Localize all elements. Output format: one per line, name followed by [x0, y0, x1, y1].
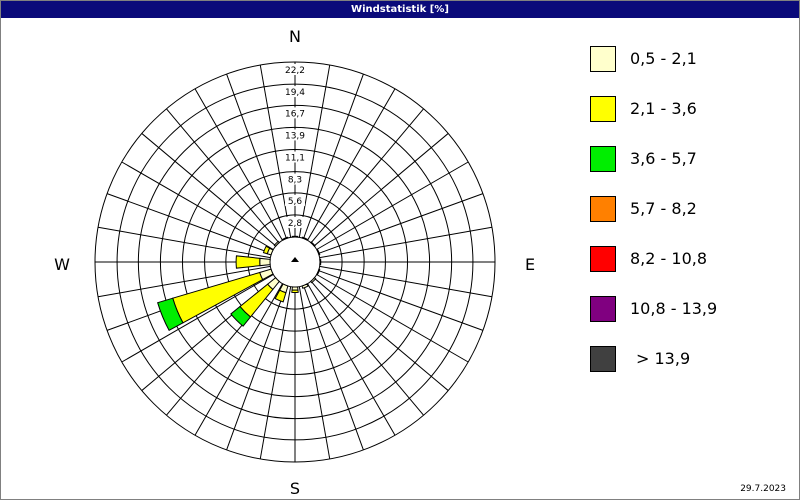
grid-spoke [106, 193, 272, 254]
legend-label: 10,8 - 13,9 [630, 299, 718, 318]
tick-label-bg [285, 107, 305, 119]
legend-label: 2,1 - 3,6 [630, 99, 697, 118]
legend-label: > 13,9 [636, 349, 691, 368]
grid-spoke [259, 64, 292, 238]
grid-spoke [166, 108, 280, 244]
grid-spoke [303, 73, 364, 239]
tick-label: 5,6 [288, 197, 303, 207]
grid-spoke [97, 265, 271, 298]
grid-spoke [307, 283, 396, 436]
legend-swatch [590, 96, 616, 122]
grid-spoke [121, 274, 274, 363]
legend-swatch [590, 146, 616, 172]
center-marker [291, 257, 299, 262]
grid-spoke [121, 161, 274, 250]
legend-swatch [590, 196, 616, 222]
grid-spoke [298, 64, 331, 238]
sector-w-0 [259, 257, 271, 267]
legend-label: 3,6 - 5,7 [630, 149, 697, 168]
tick-label: 16,7 [285, 109, 305, 119]
legend-swatch [590, 346, 616, 372]
sector-s-1 [291, 289, 299, 294]
legend-swatch [590, 246, 616, 272]
compass-s: S [290, 479, 300, 498]
sector-nnw-0 [282, 236, 289, 241]
tick-label: 19,4 [285, 88, 305, 98]
chart-title: Windstatistik [%] [1, 1, 799, 18]
polar-grid [94, 61, 496, 463]
grid-spoke [141, 133, 277, 247]
sector-n-0 [291, 235, 299, 238]
sector-nw-0 [273, 240, 280, 247]
sector-ne-0 [310, 241, 316, 247]
sector-wnw-1 [262, 245, 271, 255]
sector-wsw-2 [157, 297, 184, 332]
grid-spoke [97, 226, 271, 259]
grid-spoke [226, 73, 287, 239]
tick-label-bg [285, 194, 305, 206]
grid-spoke [313, 133, 449, 247]
radial-tick-labels: 2,8 5,6 8,3 11,1 13,9 16,7 19,4 22,2 [285, 64, 305, 229]
grid-spoke [316, 274, 469, 363]
sector-sw-2 [230, 305, 252, 327]
grid-spoke [259, 286, 292, 460]
tick-label-bg [285, 216, 305, 228]
grid-spoke [319, 265, 493, 298]
legend-swatch [590, 296, 616, 322]
sector-sse-0 [301, 283, 309, 289]
grid-spoke [310, 108, 424, 244]
tick-label-bg [285, 129, 305, 141]
tick-label: 8,3 [288, 176, 302, 186]
sector-w-1 [235, 255, 261, 269]
grid-spoke [319, 226, 493, 259]
tick-label-bg [285, 173, 305, 185]
grid-spoke [313, 277, 449, 391]
grid-spoke [194, 88, 283, 241]
compass-e: E [525, 255, 535, 274]
grid-spoke [226, 285, 287, 451]
date-stamp: 29.7.2023 [740, 484, 786, 494]
compass-w: W [54, 255, 70, 274]
tick-label-bg [285, 151, 305, 163]
tick-label: 11,1 [285, 154, 305, 164]
sector-e-0 [319, 258, 322, 266]
grid-spoke [307, 88, 396, 241]
sector-ssw-1 [274, 289, 287, 303]
tick-label-bg [285, 86, 305, 98]
legend-label: 5,7 - 8,2 [630, 199, 697, 218]
sector-ene-0 [316, 249, 321, 256]
tick-label: 13,9 [285, 131, 305, 141]
tick-label: 22,2 [285, 66, 305, 76]
grid-spoke [194, 283, 283, 436]
legend-swatch [590, 46, 616, 72]
legend-label: 8,2 - 10,8 [630, 249, 708, 268]
tick-label-bg [285, 64, 305, 75]
sector-ese-0 [316, 268, 321, 275]
legend-label: 0,5 - 2,1 [630, 49, 697, 68]
tick-label: 2,8 [288, 219, 303, 229]
grid-spoke [298, 286, 331, 460]
grid-spoke [318, 193, 484, 254]
grid-spoke [316, 161, 469, 250]
wind-sectors [157, 235, 322, 332]
sector-nne-0 [301, 236, 308, 241]
grid-spoke [310, 280, 424, 416]
grid-spoke [318, 270, 484, 331]
grid-spoke [303, 285, 364, 451]
compass-n: N [289, 27, 301, 46]
sector-se-0 [310, 277, 317, 284]
